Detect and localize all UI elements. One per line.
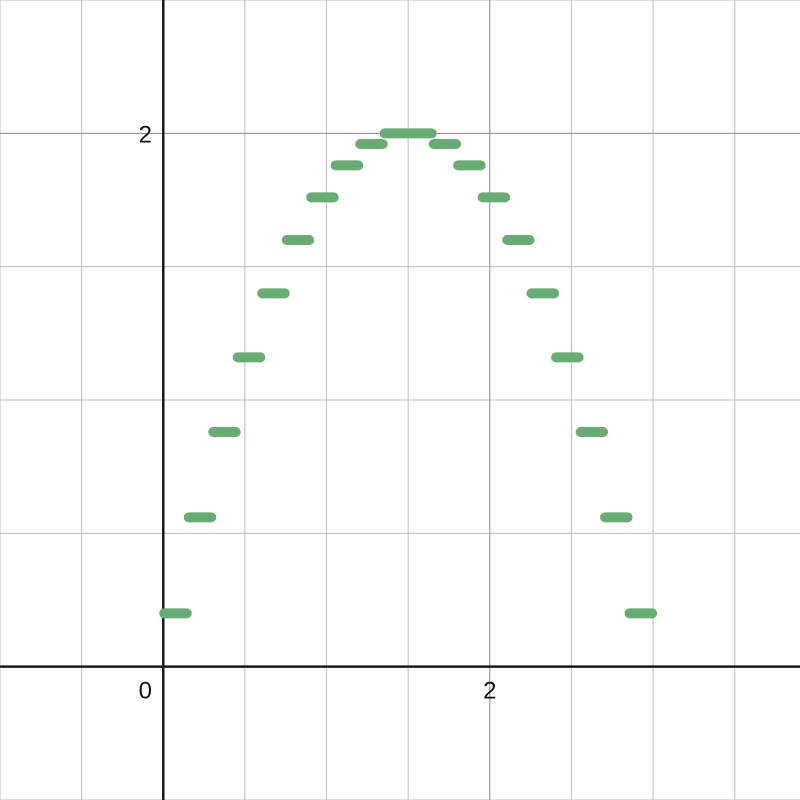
y-tick-label: 2 [139, 121, 152, 148]
x-tick-label: 0 [139, 678, 152, 705]
tick-labels: 0 2 2 [139, 121, 497, 704]
x-tick-label: 2 [483, 678, 496, 705]
plot-series [159, 128, 658, 619]
